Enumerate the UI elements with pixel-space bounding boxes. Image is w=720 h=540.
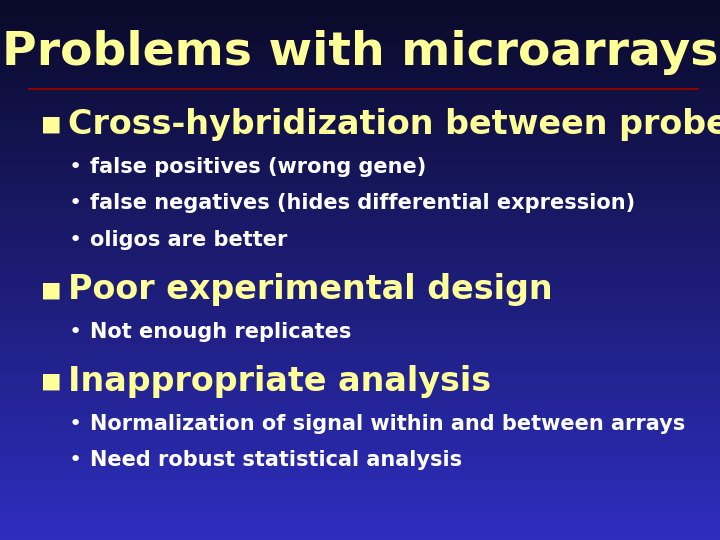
Text: Problems with microarrays: Problems with microarrays	[2, 30, 718, 75]
Text: •: •	[68, 230, 81, 250]
Text: Cross-hybridization between probes: Cross-hybridization between probes	[68, 108, 720, 141]
Text: •: •	[68, 193, 81, 213]
Text: •: •	[68, 450, 81, 470]
Text: ▪: ▪	[40, 365, 62, 398]
Text: false negatives (hides differential expression): false negatives (hides differential expr…	[90, 193, 635, 213]
Text: false positives (wrong gene): false positives (wrong gene)	[90, 157, 426, 177]
Text: Poor experimental design: Poor experimental design	[68, 273, 553, 306]
Text: Need robust statistical analysis: Need robust statistical analysis	[90, 450, 462, 470]
Text: ▪: ▪	[40, 273, 62, 306]
Text: Not enough replicates: Not enough replicates	[90, 322, 351, 342]
Text: •: •	[68, 414, 81, 434]
Text: •: •	[68, 157, 81, 177]
Text: Inappropriate analysis: Inappropriate analysis	[68, 365, 492, 398]
Text: •: •	[68, 322, 81, 342]
Text: Normalization of signal within and between arrays: Normalization of signal within and betwe…	[90, 414, 685, 434]
Text: ▪: ▪	[40, 108, 62, 141]
Text: oligos are better: oligos are better	[90, 230, 287, 250]
